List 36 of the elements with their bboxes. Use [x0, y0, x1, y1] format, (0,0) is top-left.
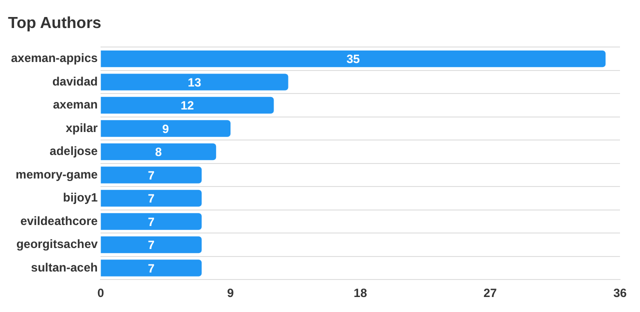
data-label: 12: [180, 98, 194, 113]
data-label: 7: [148, 168, 155, 182]
data-label: 7: [148, 192, 155, 206]
y-tick-label: axeman: [53, 98, 98, 112]
bar: [100, 50, 606, 68]
bar: [100, 74, 288, 90]
x-tick-label: 0: [97, 286, 104, 300]
x-tick-label: 27: [483, 286, 498, 300]
bar: [100, 120, 231, 137]
y-tick-label: davidad: [52, 74, 98, 88]
y-tick-label: georgitsachev: [16, 237, 98, 252]
chart-title: Top Authors: [8, 15, 102, 32]
bar: [100, 96, 274, 114]
x-tick-label: 36: [613, 286, 627, 300]
y-tick-label: memory-game: [16, 167, 98, 182]
y-tick-label: axeman-appics: [10, 51, 98, 66]
y-tick-label: xpilar: [66, 120, 98, 135]
bar: [100, 190, 202, 207]
y-tick-label: adeljose: [50, 144, 98, 158]
bar: [100, 236, 202, 254]
x-tick-label: 9: [227, 286, 234, 300]
data-label: 7: [148, 261, 155, 276]
bar: [100, 213, 202, 230]
data-label: 9: [162, 122, 170, 136]
y-tick-label: bijoy1: [63, 190, 98, 205]
bar: [100, 143, 216, 160]
bar: [100, 166, 202, 184]
data-label: 7: [148, 238, 155, 252]
y-tick-label: sultan-aceh: [31, 260, 98, 274]
data-label: 8: [155, 145, 162, 160]
data-label: 35: [346, 52, 360, 66]
data-label: 13: [188, 75, 202, 90]
y-tick-label: evildeathcore: [20, 214, 98, 228]
x-tick-label: 18: [354, 286, 368, 300]
bar: [100, 260, 202, 276]
data-label: 7: [148, 214, 155, 229]
